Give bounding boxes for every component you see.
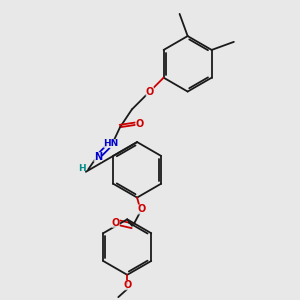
Text: HN: HN xyxy=(103,139,119,148)
Text: O: O xyxy=(112,218,120,228)
Text: O: O xyxy=(135,119,143,129)
Text: O: O xyxy=(138,204,146,214)
Text: O: O xyxy=(146,86,154,97)
Text: H: H xyxy=(79,164,86,173)
Text: N: N xyxy=(94,152,102,162)
Text: O: O xyxy=(123,280,131,290)
